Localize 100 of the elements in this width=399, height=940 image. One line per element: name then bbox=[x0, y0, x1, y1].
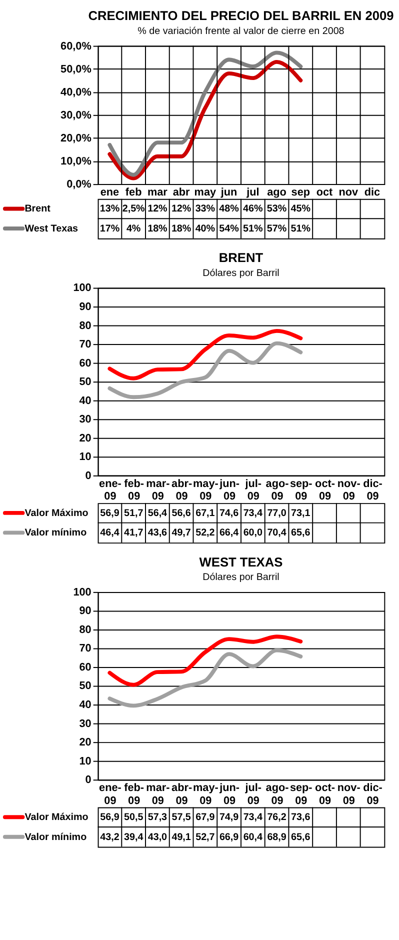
data-label: 73,6 bbox=[291, 812, 311, 824]
legend-label: Valor Máximo bbox=[24, 812, 88, 824]
data-label: 57% bbox=[266, 223, 287, 234]
data-label: 57,3 bbox=[148, 812, 168, 824]
x-tick-label: ago bbox=[267, 186, 287, 198]
data-label: 12% bbox=[148, 204, 168, 215]
data-label: 57,5 bbox=[172, 812, 192, 824]
data-label: 56,6 bbox=[172, 508, 192, 519]
x-tick-label: oct bbox=[316, 186, 334, 198]
x-tick-label: mar bbox=[147, 186, 168, 198]
data-label: 41,7 bbox=[124, 528, 144, 539]
x-tick-label: sep-09 bbox=[290, 782, 313, 807]
y-tick-label: 40 bbox=[79, 698, 92, 711]
x-tick-label: jun-09 bbox=[218, 478, 240, 503]
data-label: 17% bbox=[100, 223, 120, 234]
y-tick-label: 90 bbox=[79, 605, 92, 618]
data-label: 48% bbox=[219, 204, 240, 215]
x-tick-label: may-09 bbox=[192, 782, 219, 807]
chart-subtitle: Dólares por Barril bbox=[202, 572, 280, 584]
data-label: 56,9 bbox=[100, 508, 120, 519]
x-tick-label: feb-09 bbox=[124, 478, 144, 503]
data-label: 66,4 bbox=[219, 528, 240, 539]
data-label: 45% bbox=[290, 204, 311, 215]
x-tick-label: jul-09 bbox=[244, 478, 262, 503]
y-tick-label: 90 bbox=[79, 300, 92, 313]
y-tick-label: 100 bbox=[73, 282, 92, 294]
x-tick-label: dic-09 bbox=[363, 782, 383, 807]
data-label: 43,2 bbox=[100, 832, 120, 843]
line-series bbox=[108, 341, 303, 400]
data-label: 18% bbox=[171, 223, 192, 234]
chart-subtitle: Dólares por Barril bbox=[202, 268, 280, 279]
y-tick-label: 60 bbox=[79, 357, 92, 370]
data-label: 73,4 bbox=[243, 508, 264, 519]
y-tick-label: 60,0% bbox=[60, 40, 92, 52]
data-label: 73,1 bbox=[291, 508, 311, 519]
data-label: 65,6 bbox=[291, 832, 311, 843]
x-tick-label: sep bbox=[291, 186, 310, 198]
data-label: 50,5 bbox=[124, 812, 144, 824]
x-tick-label: nov-09 bbox=[337, 782, 361, 807]
y-tick-label: 100 bbox=[73, 586, 92, 598]
y-tick-label: 0 bbox=[85, 470, 92, 482]
legend-label: Valor Máximo bbox=[24, 508, 88, 519]
data-label: 53% bbox=[266, 204, 287, 215]
y-tick-label: 50,0% bbox=[60, 63, 92, 76]
y-tick-label: 80 bbox=[79, 624, 92, 636]
data-label: 51% bbox=[290, 223, 311, 234]
x-tick-label: may bbox=[194, 186, 216, 198]
data-label: 67,1 bbox=[196, 508, 216, 519]
legend-label: Brent bbox=[24, 204, 52, 215]
data-label: 70,4 bbox=[267, 528, 287, 539]
data-label: 74,6 bbox=[219, 508, 240, 519]
x-tick-label: ago-09 bbox=[266, 782, 290, 807]
legend-label: Valor mínimo bbox=[24, 528, 87, 539]
x-tick-label: dic-09 bbox=[363, 478, 383, 503]
line-series bbox=[108, 648, 303, 708]
data-label: 51,7 bbox=[124, 508, 144, 519]
y-tick-label: 10,0% bbox=[60, 155, 92, 168]
x-tick-label: ene-09 bbox=[99, 478, 122, 503]
y-tick-label: 20 bbox=[79, 736, 92, 749]
x-tick-label: abr-09 bbox=[172, 782, 192, 807]
legend-label: West Texas bbox=[24, 223, 79, 234]
y-tick-label: 10 bbox=[79, 755, 92, 768]
x-tick-label: oct-09 bbox=[315, 782, 336, 807]
data-label: 60,4 bbox=[243, 832, 264, 843]
data-label: 33% bbox=[195, 204, 216, 215]
data-label: 52,2 bbox=[196, 528, 216, 539]
chart-title: BRENT bbox=[218, 250, 264, 266]
x-tick-label: jul-09 bbox=[244, 782, 262, 807]
data-label: 73,4 bbox=[243, 812, 264, 824]
x-tick-label: oct-09 bbox=[315, 478, 336, 503]
y-tick-label: 10 bbox=[79, 451, 92, 464]
x-tick-label: feb-09 bbox=[124, 782, 144, 807]
y-tick-label: 30 bbox=[79, 718, 92, 730]
data-label: 43,0 bbox=[148, 832, 168, 843]
data-label: 66,9 bbox=[219, 832, 240, 843]
y-tick-label: 40,0% bbox=[60, 86, 92, 98]
y-tick-label: 0,0% bbox=[66, 178, 92, 191]
data-label: 13% bbox=[100, 204, 120, 215]
x-tick-label: dic bbox=[364, 186, 380, 198]
y-tick-label: 20,0% bbox=[60, 132, 92, 144]
y-tick-label: 50 bbox=[79, 376, 92, 388]
data-label: 46,4 bbox=[100, 528, 120, 539]
data-label: 65,6 bbox=[291, 528, 311, 539]
x-tick-label: may-09 bbox=[192, 478, 219, 503]
y-tick-label: 50 bbox=[79, 680, 92, 692]
x-tick-label: nov-09 bbox=[337, 478, 361, 503]
data-label: 60,0 bbox=[243, 528, 264, 539]
data-label: 67,9 bbox=[196, 812, 216, 824]
data-label: 49,7 bbox=[172, 528, 192, 539]
data-label: 51% bbox=[243, 223, 264, 234]
x-tick-label: jul bbox=[246, 186, 260, 198]
y-tick-label: 80 bbox=[79, 320, 92, 332]
line-series bbox=[108, 328, 303, 380]
y-tick-label: 30,0% bbox=[60, 109, 92, 122]
data-label: 2,5% bbox=[122, 204, 146, 215]
data-label: 40% bbox=[195, 223, 216, 234]
x-tick-label: abr bbox=[172, 186, 191, 198]
y-tick-label: 30 bbox=[79, 414, 92, 426]
data-label: 68,9 bbox=[267, 832, 287, 843]
data-label: 54% bbox=[219, 223, 240, 234]
